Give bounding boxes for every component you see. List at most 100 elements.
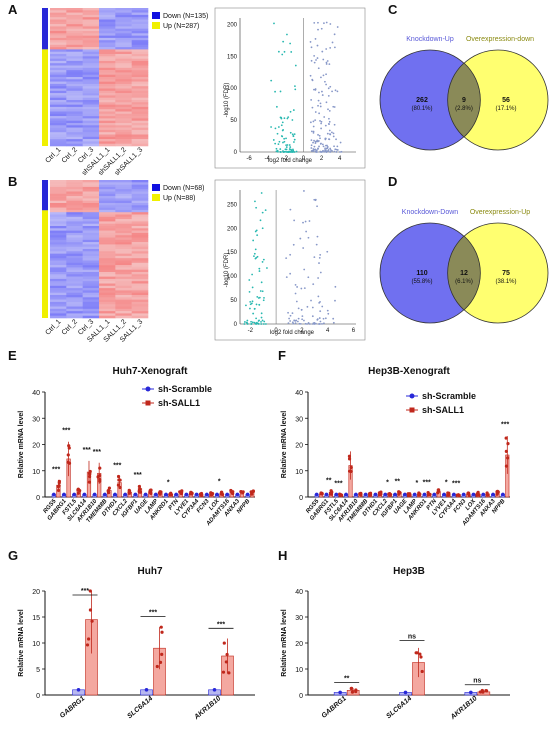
heatmap-cell [99, 267, 116, 270]
volcano-point [327, 94, 330, 97]
heatmap-cell [99, 315, 116, 319]
heatmap-cell [99, 262, 116, 266]
heatmap-cell [50, 8, 67, 11]
heatmap-cell [131, 123, 149, 126]
heatmap-cell [131, 258, 149, 261]
volcano-point [332, 321, 335, 324]
volcano-point [260, 312, 263, 315]
heatmap-cell [66, 207, 83, 211]
venn-mid-pct-c: (2.8%) [455, 106, 473, 112]
volcano-point [313, 21, 316, 24]
chart-title: Huh7 [138, 566, 163, 577]
significance-label: ** [395, 478, 401, 485]
point-sh-sall1 [98, 479, 102, 483]
point-sh-scramble [501, 492, 505, 497]
heatmap-cell [66, 21, 83, 25]
heatmap-cell [115, 100, 132, 103]
heatmap-cell [115, 118, 132, 121]
volcano-point [318, 145, 320, 148]
heatmap-cell [66, 281, 83, 284]
volcano-point [321, 90, 323, 93]
volcano-point [284, 150, 287, 153]
heatmap-cell [82, 136, 100, 140]
heatmap-cell [99, 246, 116, 250]
heatmap-cell [50, 120, 67, 124]
volcano-point [294, 284, 297, 286]
point-sh-sall1 [220, 492, 225, 497]
heatmap-cell [82, 219, 100, 222]
volcano-point [332, 317, 335, 320]
heatmap-cell [66, 125, 83, 128]
volcano-point [291, 321, 294, 324]
heatmap-cell [82, 42, 100, 46]
volcano-point [319, 300, 321, 303]
volcano-point [260, 281, 263, 284]
volcano-point [288, 150, 291, 153]
heatmap-cell [66, 104, 83, 108]
heatmap-cell [82, 81, 100, 85]
volcano-point [289, 42, 292, 45]
volcano-point [275, 105, 278, 108]
heatmap-cell [131, 113, 149, 117]
heatmap-cell [99, 118, 116, 121]
heatmap-cell [66, 198, 83, 201]
heatmap-cell [50, 106, 67, 110]
volcano-point [282, 40, 285, 43]
volcano-xtick: 6 [352, 328, 356, 334]
volcano-point [253, 321, 256, 324]
point-sh-sall1 [495, 489, 500, 493]
heatmap-cell [115, 106, 132, 110]
volcano-point [274, 90, 276, 93]
chart-ylabel: Relative mRNA level [281, 411, 288, 478]
heatmap-cell [66, 246, 83, 250]
volcano-point [316, 205, 318, 208]
heatmap-cell [115, 283, 132, 287]
heatmap-cell [115, 246, 132, 250]
heatmap-cell [82, 299, 100, 303]
heatmap-cell [66, 239, 83, 243]
heatmap-side-up [42, 49, 48, 146]
point-sh-scramble [314, 492, 319, 497]
volcano-point [320, 27, 323, 30]
chart-ytick: 10 [32, 641, 40, 648]
heatmap-cell [99, 95, 116, 98]
point-sh-scramble [212, 688, 217, 692]
point-sh-sall1 [149, 488, 153, 492]
volcano-ytick: 200 [227, 22, 238, 28]
heatmap-cell [131, 60, 149, 64]
heatmap-cell [115, 214, 132, 218]
chart-ytick: 10 [295, 667, 303, 674]
volcano-point [282, 141, 284, 144]
heatmap-cell [131, 8, 149, 11]
point-sh-sall1 [116, 474, 121, 479]
heatmap-cell [50, 97, 67, 101]
volcano-point [311, 315, 314, 318]
heatmap-cell [66, 19, 83, 23]
heatmap-cell [115, 230, 132, 234]
volcano-point [287, 116, 290, 118]
heatmap-cell [131, 116, 149, 119]
heatmap-cell [50, 35, 67, 39]
heatmap-cell [66, 189, 83, 192]
point-sh-sall1 [418, 492, 422, 496]
heatmap-cell [50, 205, 67, 208]
point-sh-sall1 [347, 457, 352, 461]
heatmap-cell [66, 214, 83, 218]
volcano-point [251, 273, 254, 276]
heatmap-cell [99, 129, 116, 133]
heatmap-columns-a: Ctrl_1Ctrl_2Ctrl_3shSALL1_1shSALL1_2shSA… [44, 146, 144, 177]
heatmap-cell [66, 83, 83, 87]
volcano-point [305, 230, 308, 233]
point-sh-sall1 [250, 492, 254, 496]
volcano-point [313, 145, 316, 148]
significance-label: * [416, 480, 419, 487]
heatmap-cell [99, 37, 116, 41]
point-sh-sall1 [118, 485, 122, 490]
heatmap-cell [82, 184, 100, 188]
volcano-point [322, 149, 324, 152]
heatmap-cell [82, 56, 100, 59]
heatmap-column-label: Ctrl_2 [61, 146, 79, 164]
heatmap-cell [131, 26, 149, 29]
heatmap-cell [99, 313, 116, 316]
heatmap-cell [50, 86, 67, 89]
